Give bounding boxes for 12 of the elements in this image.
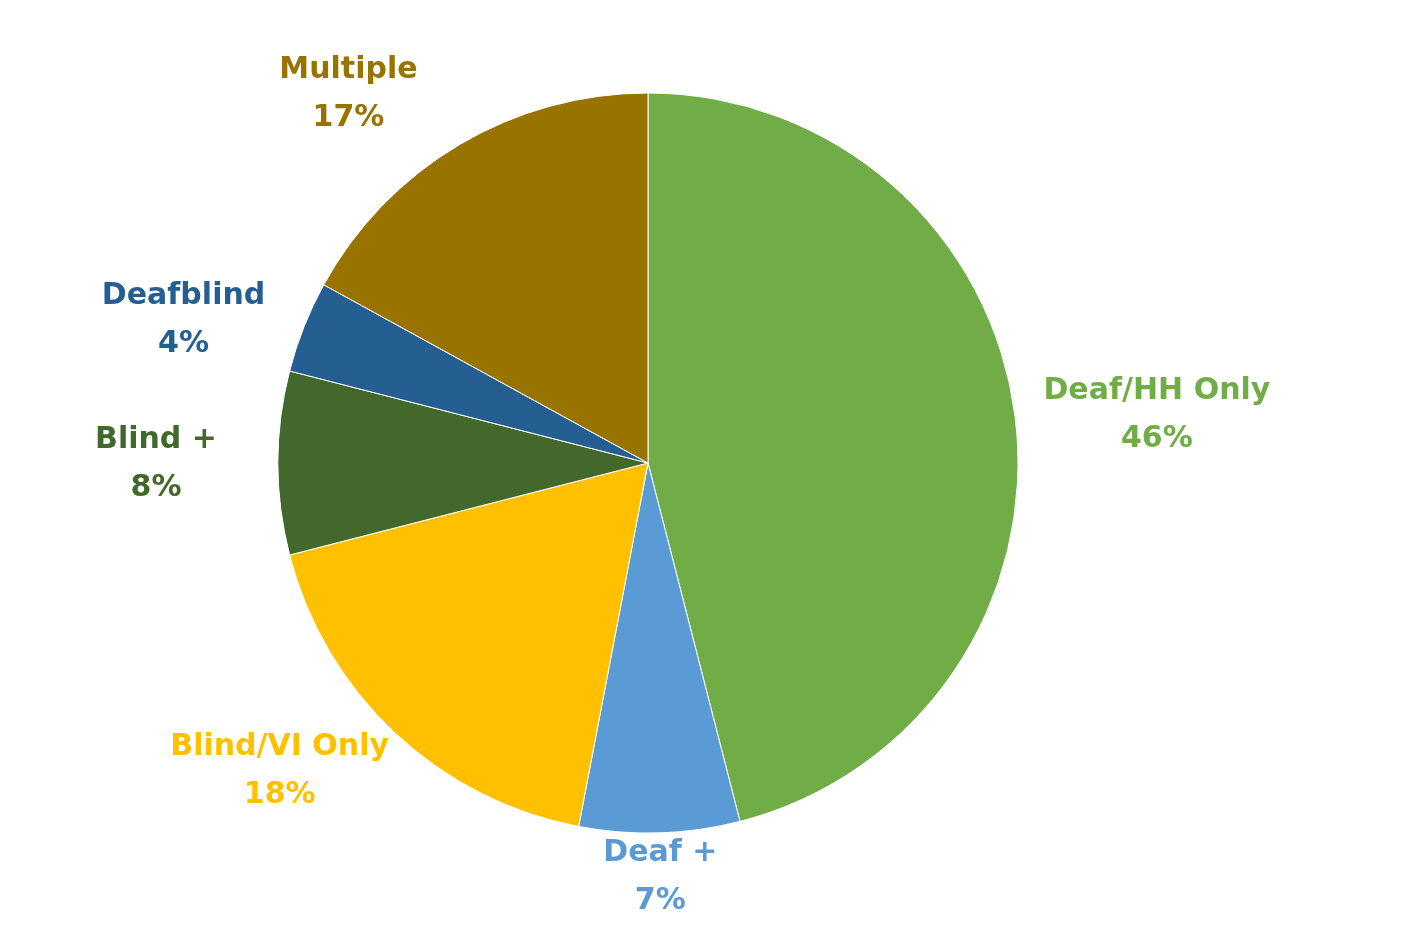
data-label: 4%	[158, 323, 209, 359]
data-label: 46%	[1121, 418, 1193, 454]
data-label: 18%	[243, 774, 316, 810]
slice-label: Deaf +	[603, 832, 718, 868]
data-label: 7%	[634, 880, 686, 916]
slice-label: Multiple	[279, 49, 418, 85]
slice-label: Blind/VI Only	[170, 726, 390, 762]
slice-label: Deafblind	[101, 275, 266, 311]
data-label: 17%	[312, 97, 385, 133]
slice-label: Blind +	[95, 420, 217, 455]
slice-label: Deaf/HH Only	[1043, 370, 1271, 406]
data-label: 8%	[130, 468, 182, 503]
